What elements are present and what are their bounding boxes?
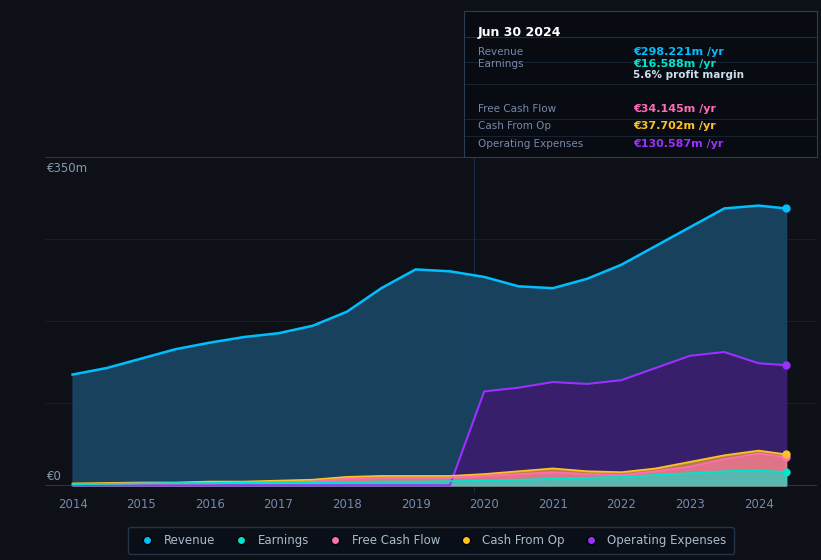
Text: Revenue: Revenue xyxy=(478,47,523,57)
Text: Operating Expenses: Operating Expenses xyxy=(478,139,583,149)
Text: Jun 30 2024: Jun 30 2024 xyxy=(478,26,562,39)
Text: €37.702m /yr: €37.702m /yr xyxy=(633,121,716,131)
Legend: Revenue, Earnings, Free Cash Flow, Cash From Op, Operating Expenses: Revenue, Earnings, Free Cash Flow, Cash … xyxy=(128,527,734,554)
Text: €16.588m /yr: €16.588m /yr xyxy=(633,59,716,69)
Text: Free Cash Flow: Free Cash Flow xyxy=(478,104,556,114)
Text: €130.587m /yr: €130.587m /yr xyxy=(633,139,723,149)
Text: €298.221m /yr: €298.221m /yr xyxy=(633,47,724,57)
Text: 5.6% profit margin: 5.6% profit margin xyxy=(633,70,745,80)
Text: Cash From Op: Cash From Op xyxy=(478,121,551,131)
Text: Earnings: Earnings xyxy=(478,59,524,69)
Text: €34.145m /yr: €34.145m /yr xyxy=(633,104,716,114)
Text: €350m: €350m xyxy=(47,162,88,175)
Text: €0: €0 xyxy=(47,470,62,483)
